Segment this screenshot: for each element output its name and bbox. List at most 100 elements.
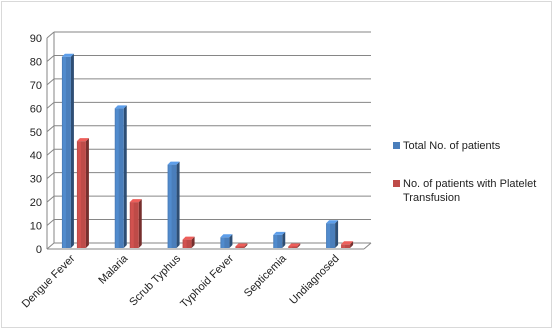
bar-highlight (62, 56, 66, 248)
y-tick-label: 70 (30, 80, 42, 92)
bar-highlight (327, 223, 331, 248)
bar-highlight (168, 164, 172, 248)
bar-highlight (221, 237, 225, 248)
y-tick-label: 20 (30, 197, 42, 209)
x-tick-label: Septicemia (242, 252, 290, 300)
bar-front (182, 239, 192, 248)
legend: Total No. of patients No. of patients wi… (393, 139, 553, 229)
gridline-depth (46, 148, 55, 156)
bar (288, 243, 301, 248)
bar (114, 105, 127, 248)
x-tick-label: Undiagnosed (287, 253, 341, 307)
bar-side (350, 241, 354, 248)
bar-front (341, 244, 351, 248)
bar-front (326, 223, 336, 248)
bar-front (61, 56, 71, 248)
bar-front (129, 202, 139, 248)
gridline-depth (46, 172, 55, 180)
bar-top (288, 243, 301, 247)
bar-side (229, 234, 233, 248)
gridline-depth (46, 195, 55, 203)
x-tick-label: Malaria (96, 252, 131, 287)
bar-highlight (115, 108, 119, 248)
bar-front (273, 234, 283, 248)
legend-label-transfusion: No. of patients with Platelet Transfusio… (403, 178, 537, 204)
floor-edge (363, 242, 372, 250)
y-tick-label: 80 (30, 56, 42, 68)
bar-highlight (289, 246, 293, 248)
bar-side (335, 220, 339, 248)
bar (61, 53, 74, 248)
bar-side (282, 231, 286, 248)
bar-front (76, 141, 86, 248)
y-tick-label: 50 (30, 127, 42, 139)
bar-highlight (342, 244, 346, 248)
bar-highlight (183, 239, 187, 248)
gridline-depth (46, 31, 55, 39)
y-tick-label: 40 (30, 150, 42, 162)
bar (129, 199, 142, 248)
bar-front (114, 108, 124, 248)
bar-top (220, 234, 233, 238)
bar (182, 236, 195, 248)
bar-top (235, 243, 248, 247)
bar-side (176, 161, 180, 248)
legend-swatch-total (393, 142, 400, 149)
y-tick-label: 60 (30, 103, 42, 115)
bar-side (297, 243, 301, 248)
bar-top (326, 220, 339, 224)
bar-top (61, 53, 74, 57)
bar-top (273, 231, 286, 235)
bar-top (114, 105, 127, 109)
bar (273, 231, 286, 248)
bar-top (182, 236, 195, 240)
bar (326, 220, 339, 248)
gridline-depth (46, 55, 55, 62)
gridline-depth (46, 78, 55, 86)
legend-item-total: Total No. of patients (393, 139, 553, 153)
bar-top (167, 161, 180, 165)
bar-side (244, 243, 248, 248)
y-tick-label: 10 (30, 221, 42, 233)
bar-highlight (274, 234, 278, 248)
bar-side (70, 53, 74, 248)
bar-top (76, 138, 89, 142)
x-tick-label: Scrub Typhus (127, 252, 183, 308)
bar (76, 138, 89, 248)
bars (61, 53, 354, 248)
bar-front (220, 237, 230, 248)
legend-item-transfusion: No. of patients with Platelet Transfusio… (393, 177, 553, 205)
gridlines (46, 31, 371, 250)
bar-highlight (236, 246, 240, 248)
bar-highlight (77, 141, 81, 248)
y-tick-label: 90 (30, 33, 42, 45)
axes (46, 32, 372, 250)
gridline-depth (46, 101, 55, 109)
x-tick-label: Typhoid Fever (178, 252, 236, 310)
bar-highlight (130, 202, 134, 248)
bar-side (85, 138, 89, 248)
bar (235, 243, 248, 248)
bar (341, 241, 354, 248)
gridline-depth (46, 242, 55, 250)
gridline-depth (46, 125, 55, 133)
bar-front (288, 246, 298, 248)
y-tick-label: 0 (36, 244, 42, 256)
bar-side (138, 199, 142, 248)
bar (167, 161, 180, 248)
y-tick-label: 30 (30, 174, 42, 186)
bar-front (235, 246, 245, 248)
legend-swatch-transfusion (393, 180, 400, 187)
x-tick-label: Dengue Fever (20, 252, 78, 310)
bar (220, 234, 233, 248)
legend-label-total: Total No. of patients (403, 140, 501, 152)
bar-top (341, 241, 354, 245)
bar-top (129, 199, 142, 203)
bar-front (167, 164, 177, 248)
bar-side (191, 236, 195, 248)
bar-side (123, 105, 127, 248)
y-tick-labels: 0 10 20 30 40 50 60 70 80 90 (30, 33, 42, 256)
